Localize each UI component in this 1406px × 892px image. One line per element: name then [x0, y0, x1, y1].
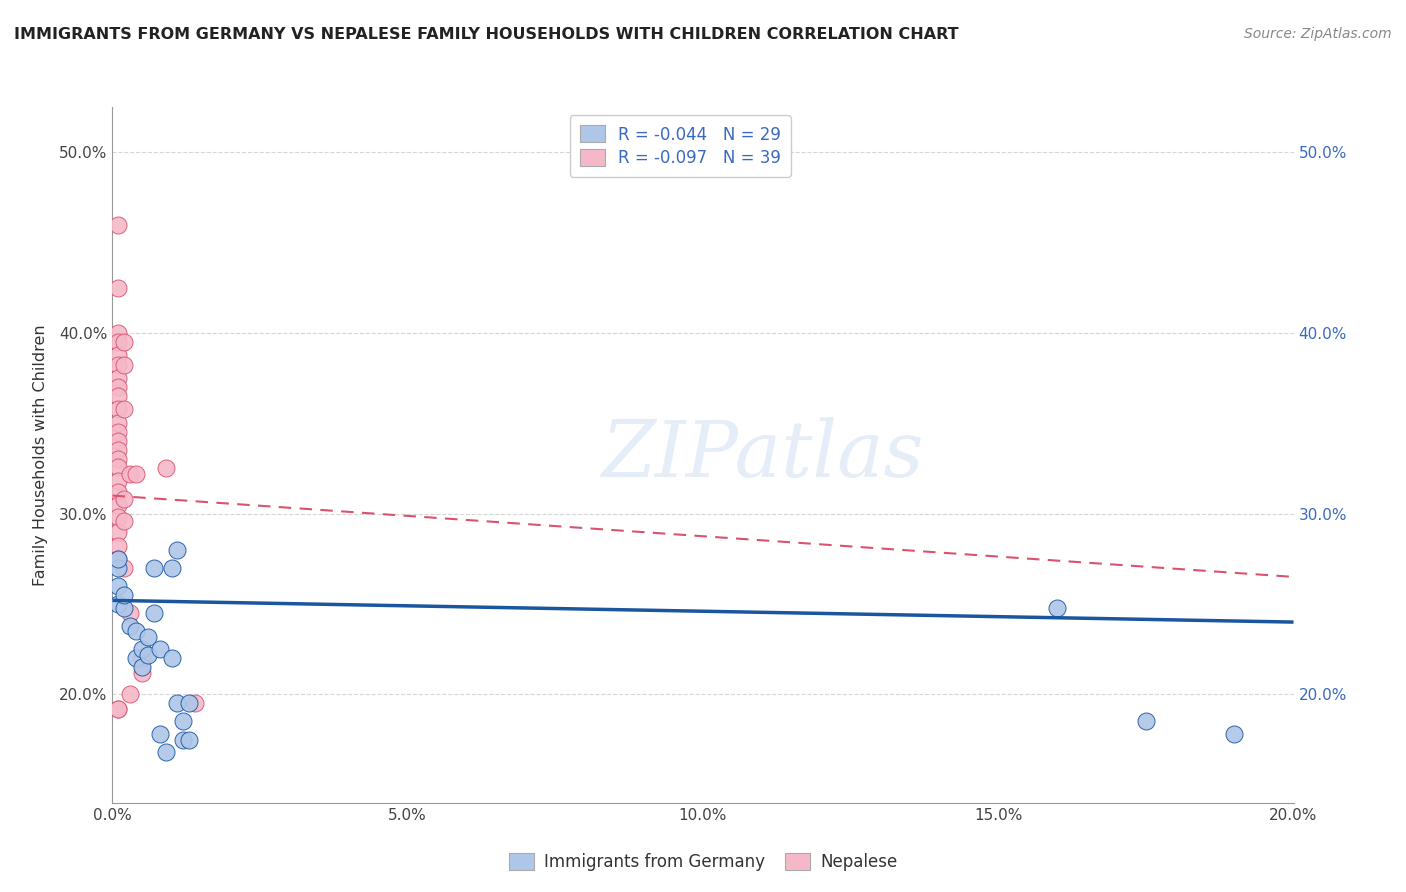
- Point: [120, 606, 142, 620]
- Point: [112, 359, 135, 373]
- Point: [155, 745, 177, 759]
- Point: [107, 334, 129, 349]
- Legend: Immigrants from Germany, Nepalese: Immigrants from Germany, Nepalese: [502, 847, 904, 878]
- Point: [107, 380, 129, 394]
- Point: [1223, 727, 1246, 741]
- Point: [1135, 714, 1157, 729]
- Point: [107, 359, 129, 373]
- Point: [107, 579, 129, 593]
- Point: [107, 389, 129, 403]
- Point: [107, 425, 129, 440]
- Point: [125, 467, 148, 481]
- Point: [107, 702, 129, 716]
- Point: [112, 600, 135, 615]
- Point: [107, 551, 129, 566]
- Point: [107, 524, 129, 539]
- Point: [107, 371, 129, 385]
- Point: [131, 660, 153, 674]
- Point: [1046, 600, 1069, 615]
- Point: [107, 539, 129, 553]
- Point: [112, 514, 135, 528]
- Point: [107, 218, 129, 232]
- Point: [149, 727, 172, 741]
- Point: [172, 714, 194, 729]
- Point: [107, 551, 129, 566]
- Point: [172, 732, 194, 747]
- Point: [107, 452, 129, 467]
- Point: [107, 474, 129, 488]
- Point: [149, 642, 172, 657]
- Point: [107, 348, 129, 362]
- Point: [160, 651, 183, 665]
- Point: [142, 561, 165, 575]
- Point: [112, 492, 135, 507]
- Text: ZIPatlas: ZIPatlas: [600, 417, 924, 493]
- Point: [107, 326, 129, 340]
- Point: [120, 687, 142, 701]
- Point: [112, 561, 135, 575]
- Y-axis label: Family Households with Children: Family Households with Children: [32, 324, 48, 586]
- Point: [107, 702, 129, 716]
- Point: [112, 334, 135, 349]
- Point: [107, 417, 129, 431]
- Point: [120, 467, 142, 481]
- Point: [120, 618, 142, 632]
- Point: [166, 697, 188, 711]
- Point: [107, 597, 129, 611]
- Point: [107, 561, 129, 575]
- Point: [184, 697, 207, 711]
- Point: [107, 510, 129, 524]
- Point: [112, 401, 135, 416]
- Point: [160, 561, 183, 575]
- Point: [112, 588, 135, 602]
- Point: [107, 485, 129, 500]
- Point: [107, 401, 129, 416]
- Point: [166, 542, 188, 557]
- Point: [107, 459, 129, 474]
- Point: [155, 461, 177, 475]
- Text: Source: ZipAtlas.com: Source: ZipAtlas.com: [1244, 27, 1392, 41]
- Point: [142, 606, 165, 620]
- Point: [131, 642, 153, 657]
- Point: [136, 648, 159, 662]
- Point: [125, 651, 148, 665]
- Point: [107, 281, 129, 295]
- Point: [107, 434, 129, 449]
- Point: [131, 665, 153, 680]
- Point: [107, 443, 129, 458]
- Point: [107, 498, 129, 512]
- Point: [131, 651, 153, 665]
- Point: [136, 630, 159, 644]
- Point: [179, 697, 201, 711]
- Text: IMMIGRANTS FROM GERMANY VS NEPALESE FAMILY HOUSEHOLDS WITH CHILDREN CORRELATION : IMMIGRANTS FROM GERMANY VS NEPALESE FAMI…: [14, 27, 959, 42]
- Point: [125, 624, 148, 639]
- Point: [179, 732, 201, 747]
